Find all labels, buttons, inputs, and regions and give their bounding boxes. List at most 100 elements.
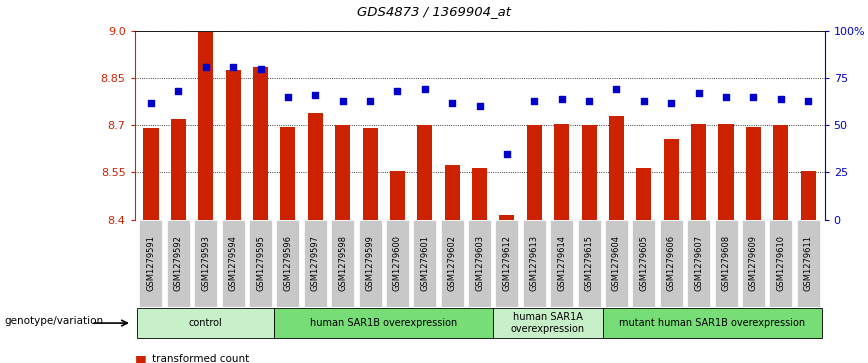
FancyBboxPatch shape xyxy=(493,308,602,338)
Bar xyxy=(609,116,624,220)
Point xyxy=(418,86,431,92)
Bar xyxy=(472,168,487,220)
Bar xyxy=(171,119,186,220)
Point xyxy=(253,66,267,72)
Text: GSM1279611: GSM1279611 xyxy=(804,235,812,291)
Point xyxy=(801,98,815,103)
Text: GSM1279609: GSM1279609 xyxy=(749,235,758,291)
FancyBboxPatch shape xyxy=(441,220,464,307)
Point xyxy=(582,98,596,103)
FancyBboxPatch shape xyxy=(742,220,765,307)
Bar xyxy=(226,70,240,220)
Text: GSM1279596: GSM1279596 xyxy=(283,235,293,291)
Point xyxy=(281,94,295,100)
Text: GSM1279598: GSM1279598 xyxy=(339,235,347,291)
Bar xyxy=(773,125,788,220)
Point xyxy=(609,86,623,92)
Text: GSM1279605: GSM1279605 xyxy=(640,235,648,291)
Text: GSM1279594: GSM1279594 xyxy=(228,235,238,291)
FancyBboxPatch shape xyxy=(413,220,437,307)
Point xyxy=(363,98,377,103)
FancyBboxPatch shape xyxy=(276,220,299,307)
Text: GSM1279608: GSM1279608 xyxy=(721,235,731,291)
Bar xyxy=(444,164,460,220)
Bar xyxy=(800,171,816,220)
Point xyxy=(528,98,542,103)
Text: GSM1279591: GSM1279591 xyxy=(147,235,155,291)
Text: GSM1279607: GSM1279607 xyxy=(694,235,703,291)
FancyBboxPatch shape xyxy=(496,220,518,307)
FancyBboxPatch shape xyxy=(358,220,382,307)
Bar xyxy=(253,67,268,220)
Text: GSM1279595: GSM1279595 xyxy=(256,235,265,291)
Text: GSM1279606: GSM1279606 xyxy=(667,235,676,291)
Text: GSM1279613: GSM1279613 xyxy=(529,235,539,291)
Point xyxy=(555,96,569,102)
FancyBboxPatch shape xyxy=(274,308,493,338)
FancyBboxPatch shape xyxy=(577,220,601,307)
Bar xyxy=(636,168,651,220)
FancyBboxPatch shape xyxy=(386,220,409,307)
Point xyxy=(308,92,322,98)
Text: GSM1279592: GSM1279592 xyxy=(174,235,183,291)
Bar xyxy=(527,125,542,220)
Point xyxy=(774,96,788,102)
Text: GSM1279600: GSM1279600 xyxy=(393,235,402,291)
FancyBboxPatch shape xyxy=(602,308,822,338)
Bar xyxy=(143,129,159,220)
Point xyxy=(445,100,459,106)
Point xyxy=(692,90,706,96)
Point xyxy=(171,88,185,94)
FancyBboxPatch shape xyxy=(633,220,655,307)
FancyBboxPatch shape xyxy=(769,220,792,307)
FancyBboxPatch shape xyxy=(523,220,546,307)
FancyBboxPatch shape xyxy=(140,220,162,307)
FancyBboxPatch shape xyxy=(332,220,354,307)
FancyBboxPatch shape xyxy=(137,308,274,338)
Bar xyxy=(418,125,432,220)
FancyBboxPatch shape xyxy=(550,220,573,307)
FancyBboxPatch shape xyxy=(687,220,710,307)
FancyBboxPatch shape xyxy=(468,220,491,307)
Point xyxy=(500,151,514,156)
Bar xyxy=(280,127,295,220)
Text: transformed count: transformed count xyxy=(152,354,249,363)
Bar xyxy=(691,124,707,220)
Bar xyxy=(582,125,596,220)
Bar xyxy=(554,124,569,220)
Text: GSM1279604: GSM1279604 xyxy=(612,235,621,291)
Bar xyxy=(746,127,761,220)
Text: GSM1279602: GSM1279602 xyxy=(448,235,457,291)
Text: GSM1279599: GSM1279599 xyxy=(365,235,374,291)
Point xyxy=(719,94,733,100)
Point xyxy=(746,94,760,100)
FancyBboxPatch shape xyxy=(797,220,819,307)
Text: GSM1279601: GSM1279601 xyxy=(420,235,430,291)
FancyBboxPatch shape xyxy=(194,220,217,307)
Text: control: control xyxy=(189,318,222,328)
Text: GSM1279597: GSM1279597 xyxy=(311,235,319,291)
Point xyxy=(391,88,404,94)
Text: ■: ■ xyxy=(135,353,147,363)
Bar xyxy=(363,129,378,220)
Text: human SAR1A
overexpression: human SAR1A overexpression xyxy=(511,312,585,334)
FancyBboxPatch shape xyxy=(304,220,326,307)
Text: GSM1279615: GSM1279615 xyxy=(585,235,594,291)
FancyBboxPatch shape xyxy=(221,220,245,307)
FancyBboxPatch shape xyxy=(660,220,683,307)
FancyBboxPatch shape xyxy=(605,220,628,307)
Text: GSM1279593: GSM1279593 xyxy=(201,235,210,291)
Bar xyxy=(198,32,214,220)
Bar xyxy=(390,171,405,220)
Bar xyxy=(335,125,350,220)
Bar xyxy=(664,139,679,220)
FancyBboxPatch shape xyxy=(167,220,190,307)
Point xyxy=(637,98,651,103)
FancyBboxPatch shape xyxy=(714,220,738,307)
Point xyxy=(144,100,158,106)
Point xyxy=(473,103,487,109)
Point xyxy=(664,100,678,106)
Text: GSM1279614: GSM1279614 xyxy=(557,235,566,291)
Text: GSM1279603: GSM1279603 xyxy=(475,235,484,291)
Text: GDS4873 / 1369904_at: GDS4873 / 1369904_at xyxy=(357,5,511,19)
